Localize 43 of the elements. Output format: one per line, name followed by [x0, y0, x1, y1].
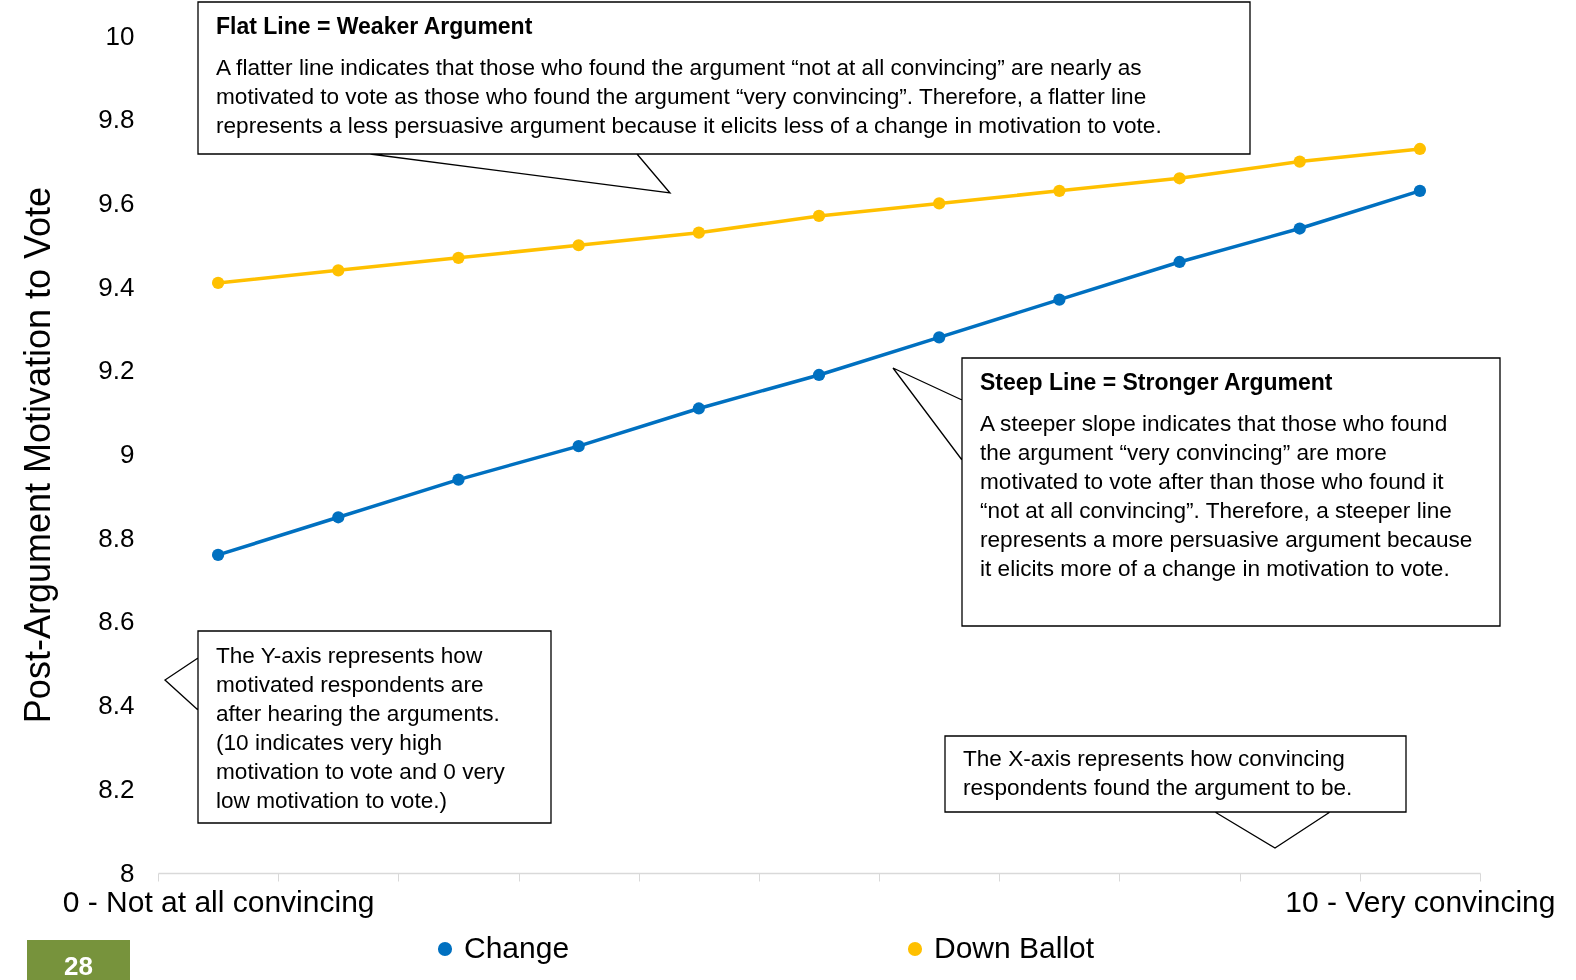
annotation: A steeper slope indicates that those who found the argument “very convincing” are more motivated to vote after than those who found it “not at all convincing”. Therefore, a steeper line represents a more persuasive argument because it elicits more of a change in motivation to vote. [980, 410, 1474, 583]
legend-label: Down Ballot [934, 931, 1095, 964]
point [211, 548, 225, 562]
y-tick-label: 9.8 [98, 104, 135, 135]
x-tick-label: 10 - Very convincing [1285, 884, 1556, 918]
point [572, 239, 585, 252]
point [1053, 184, 1066, 197]
point [692, 402, 705, 415]
point [1173, 172, 1186, 185]
y-tick-label: 8.6 [98, 606, 135, 637]
point [452, 473, 465, 486]
point [1173, 255, 1186, 269]
annotation: Flat Line = Weaker Argument [216, 12, 534, 41]
annotation: A flatter line indicates that those who found the argument “not at all convincing” are nearly as motivated to vote as those who found the argument “very convincing”. Therefore, a flatter line represents a less persuasive argument because it elicits less of a change in motivation to vote. [216, 54, 1163, 140]
point [572, 440, 585, 453]
y-tick-label: 8.8 [98, 522, 135, 553]
y-tick-label: 9.2 [98, 355, 135, 386]
y-tick-label: 8.4 [98, 690, 135, 721]
point [1293, 155, 1306, 168]
text: 28 [27, 940, 130, 980]
legend-label: Change [464, 931, 570, 964]
point [211, 276, 225, 290]
y-tick-label: 10 [105, 20, 135, 51]
point [332, 511, 345, 524]
point [812, 209, 826, 223]
y-tick-label: 8.2 [98, 773, 135, 804]
annotation: Steep Line = Stronger Argument [980, 368, 1334, 397]
point [1293, 222, 1306, 235]
y-tick-label: 9.4 [98, 271, 135, 302]
annotation: The Y-axis represents how motivated respondents are after hearing the arguments. (10 indicates very high motivation to vote and 0 very low motivation to vote.) [216, 642, 506, 815]
point [933, 197, 946, 210]
point [812, 368, 826, 382]
point [332, 264, 345, 277]
y-tick-label: 9 [120, 439, 135, 469]
point [692, 226, 705, 239]
annotation: The X-axis represents how convincing respondents found the argument to be. [963, 745, 1354, 802]
point [1413, 184, 1427, 197]
point [452, 251, 465, 264]
point [1413, 142, 1427, 156]
point [1053, 293, 1066, 306]
y-axis-title: Post-Argument Motivation to Vote [17, 186, 59, 724]
y-tick-label: 9.6 [98, 187, 135, 218]
point [933, 331, 946, 344]
